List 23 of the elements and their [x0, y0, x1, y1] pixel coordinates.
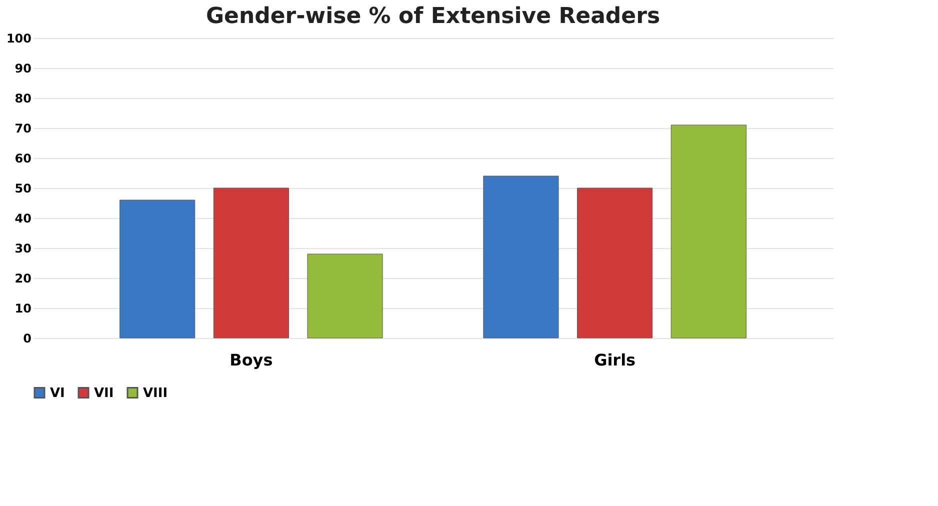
bar [213, 188, 289, 338]
y-tick-label: 90 [14, 62, 32, 76]
bar [670, 124, 746, 338]
y-tick-label: 40 [14, 212, 32, 226]
x-tick-label: Boys [230, 350, 273, 370]
bar [483, 176, 559, 338]
bar [307, 254, 383, 338]
y-tick-label: 0 [23, 332, 32, 346]
y-tick-label: 10 [14, 302, 32, 316]
legend-label: VI [50, 386, 65, 401]
x-tick-label: Girls [594, 350, 636, 370]
y-tick-label: 30 [14, 242, 32, 256]
bar [577, 188, 653, 338]
y-tick-label: 80 [14, 92, 32, 106]
y-tick-label: 70 [14, 122, 32, 136]
y-tick-label: 20 [14, 272, 32, 286]
chart-title: Gender-wise % of Extensive Readers [206, 4, 660, 29]
legend-label: VII [94, 386, 114, 401]
y-tick-label: 50 [14, 182, 32, 196]
legend-label: VIII [143, 386, 168, 401]
y-tick-label: 60 [14, 152, 32, 166]
y-tick-label: 100 [6, 32, 32, 46]
bar [120, 200, 196, 338]
